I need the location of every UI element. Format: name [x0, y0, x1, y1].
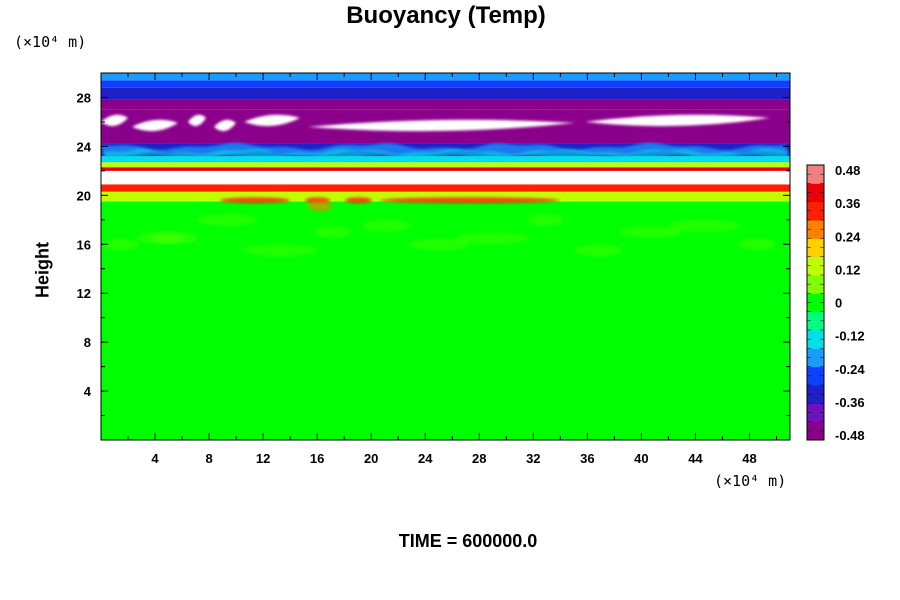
- colorbar-swatch: [807, 275, 824, 294]
- x-tick-label: 20: [364, 451, 378, 466]
- x-tick-label: 16: [310, 451, 324, 466]
- time-label: TIME = 600000.0: [398, 531, 538, 551]
- colorbar-swatch: [807, 293, 824, 313]
- y-axis-unit: (×10⁴ m): [14, 33, 87, 51]
- field-texture: [101, 114, 790, 257]
- x-tick-label: 40: [634, 451, 648, 466]
- light-patch: [456, 232, 528, 245]
- x-axis-unit: (×10⁴ m): [714, 472, 787, 490]
- x-tick-label: 24: [418, 451, 433, 466]
- colorbar-swatch: [807, 330, 824, 349]
- field-layer: [101, 73, 790, 81]
- light-patch: [315, 226, 351, 239]
- light-patch: [362, 219, 410, 232]
- light-patch: [137, 232, 185, 245]
- field-layer: [101, 162, 790, 168]
- light-patch: [409, 238, 469, 251]
- colorbar-swatch: [807, 348, 824, 368]
- colorbar-tick-label: 0.36: [835, 196, 860, 211]
- colorbar-swatch: [807, 366, 824, 386]
- x-tick-label: 28: [472, 451, 486, 466]
- colorbar-tick-label: 0.24: [835, 229, 861, 244]
- light-patch: [574, 244, 622, 257]
- colorbar-tick-label: -0.48: [835, 428, 865, 443]
- field-layer: [101, 191, 790, 202]
- light-patch: [739, 238, 775, 251]
- field-layer: [101, 170, 790, 185]
- heatmap-field: [101, 73, 790, 440]
- x-tick-label: 36: [580, 451, 594, 466]
- light-patch: [621, 226, 681, 239]
- x-tick-label: 32: [526, 451, 540, 466]
- colorbar-tick-label: -0.12: [835, 329, 865, 344]
- white-gap: [101, 114, 128, 127]
- field-layer: [101, 87, 790, 100]
- y-tick-label: 8: [84, 335, 91, 350]
- light-patch: [668, 219, 740, 232]
- plot-frame: [100, 72, 791, 441]
- y-tick-label: 24: [77, 139, 92, 154]
- x-tick-label: 4: [151, 451, 159, 466]
- x-tick-label: 48: [742, 451, 756, 466]
- colorbar-swatch: [807, 256, 824, 276]
- light-patch: [244, 244, 316, 257]
- colorbar-swatch: [807, 201, 824, 221]
- colorbar-tick-label: -0.36: [835, 395, 865, 410]
- colorbar-frame: [806, 164, 825, 441]
- y-tick-label: 12: [77, 286, 91, 301]
- white-gap: [188, 114, 206, 127]
- white-gap: [132, 119, 178, 132]
- white-gap: [214, 119, 236, 132]
- y-tick-label: 16: [77, 237, 91, 252]
- light-patch: [103, 238, 139, 251]
- colorbar-tick-label: 0.48: [835, 163, 860, 178]
- colorbar-swatch: [807, 165, 824, 184]
- orange-patch: [308, 201, 332, 212]
- colorbar-tick-label: -0.24: [835, 362, 865, 377]
- field-layer: [101, 184, 790, 192]
- red-streak: [220, 197, 290, 204]
- field-layer: [101, 167, 790, 171]
- blue-swirl: [101, 142, 790, 157]
- colorbar-swatch: [807, 311, 824, 331]
- white-gap: [308, 119, 575, 132]
- white-gap: [244, 114, 300, 127]
- x-tick-label: 12: [256, 451, 270, 466]
- colorbar-tick-label: 0: [835, 296, 842, 311]
- field-layer: [101, 80, 790, 88]
- colorbar: 0.48 0.36 0.24 0.12 0 -0.12 -0.24 -0.36 -0.48: [806, 163, 865, 443]
- y-tick-label: 4: [84, 384, 92, 399]
- chart-title: Buoyancy (Temp): [346, 2, 546, 29]
- colorbar-swatch: [807, 220, 824, 239]
- x-tick-label: 44: [688, 451, 703, 466]
- colorbar-swatch: [807, 238, 824, 258]
- field-layer: [101, 99, 790, 110]
- colorbar-tick-label: 0.12: [835, 262, 860, 277]
- red-streak: [380, 197, 560, 204]
- white-gap: [585, 114, 770, 127]
- red-streak: [345, 197, 372, 204]
- colorbar-swatch: [807, 183, 824, 203]
- light-patch: [527, 213, 563, 226]
- y-tick-label: 28: [77, 90, 91, 105]
- x-tick-label: 8: [205, 451, 212, 466]
- y-tick-label: 20: [77, 188, 91, 203]
- field-layer: [101, 201, 790, 440]
- colorbar-swatch: [807, 385, 824, 404]
- colorbar-swatch: [807, 421, 824, 441]
- light-patch: [197, 213, 257, 226]
- field-layer: [101, 156, 790, 163]
- colorbar-swatch: [807, 403, 824, 423]
- cyan-swirl: [101, 148, 790, 160]
